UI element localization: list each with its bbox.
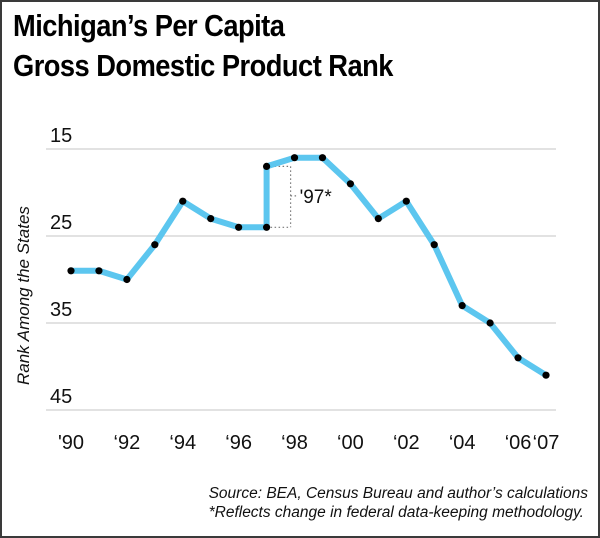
data-point bbox=[458, 302, 466, 310]
data-markers bbox=[67, 154, 550, 379]
x-tick-label: ‘96 bbox=[225, 432, 252, 454]
data-point bbox=[95, 267, 103, 275]
y-tick-label: 25 bbox=[50, 212, 72, 234]
x-tick-label: ‘98 bbox=[281, 432, 308, 454]
data-point bbox=[486, 319, 494, 327]
data-point bbox=[235, 223, 243, 231]
methodology-note: *Reflects change in federal data-keeping… bbox=[208, 504, 584, 521]
annotation-label: '97* bbox=[300, 187, 333, 208]
x-tick-label: ‘92 bbox=[114, 432, 141, 454]
title-line-2: Gross Domestic Product Rank bbox=[13, 48, 393, 83]
x-tick-label: ‘06 bbox=[505, 432, 532, 454]
data-point bbox=[262, 223, 271, 231]
x-tick-label: '90 bbox=[58, 432, 84, 454]
data-point bbox=[151, 241, 159, 249]
data-point bbox=[346, 180, 355, 188]
y-tick-label: 45 bbox=[50, 386, 72, 408]
x-tick-label: ‘02 bbox=[393, 432, 420, 454]
data-point bbox=[207, 215, 215, 223]
y-axis-label: Rank Among the States bbox=[14, 206, 33, 385]
y-axis-ticks: 15 25 35 45 bbox=[50, 125, 72, 408]
methodology-annotation: '97* bbox=[266, 165, 333, 228]
y-tick-label: 35 bbox=[50, 299, 72, 321]
data-point bbox=[430, 241, 438, 249]
data-point bbox=[374, 215, 382, 223]
data-point bbox=[290, 154, 299, 162]
data-point bbox=[402, 197, 410, 205]
data-point bbox=[179, 197, 187, 205]
data-point bbox=[318, 154, 327, 162]
title-line-1: Michigan’s Per Capita bbox=[13, 8, 285, 43]
x-tick-label: ‘94 bbox=[169, 432, 196, 454]
y-tick-label: 15 bbox=[50, 125, 72, 147]
x-tick-label: ‘04 bbox=[449, 432, 476, 454]
data-point bbox=[542, 371, 550, 379]
x-tick-label: ‘00 bbox=[337, 432, 364, 454]
source-note: Source: BEA, Census Bureau and author’s … bbox=[208, 485, 588, 502]
data-point bbox=[67, 267, 75, 275]
chart-title: Michigan’s Per Capita Gross Domestic Pro… bbox=[13, 6, 393, 86]
data-point bbox=[262, 162, 271, 170]
x-axis-ticks: '90 ‘92 ‘94 ‘96 ‘98 ‘00 ‘02 ‘04 ‘06 ‘07 bbox=[58, 432, 559, 454]
gridlines bbox=[46, 148, 556, 411]
data-point bbox=[514, 354, 522, 362]
x-tick-label: ‘07 bbox=[533, 432, 560, 454]
chart-footer: Source: BEA, Census Bureau and author’s … bbox=[209, 484, 588, 522]
data-point bbox=[123, 275, 131, 284]
